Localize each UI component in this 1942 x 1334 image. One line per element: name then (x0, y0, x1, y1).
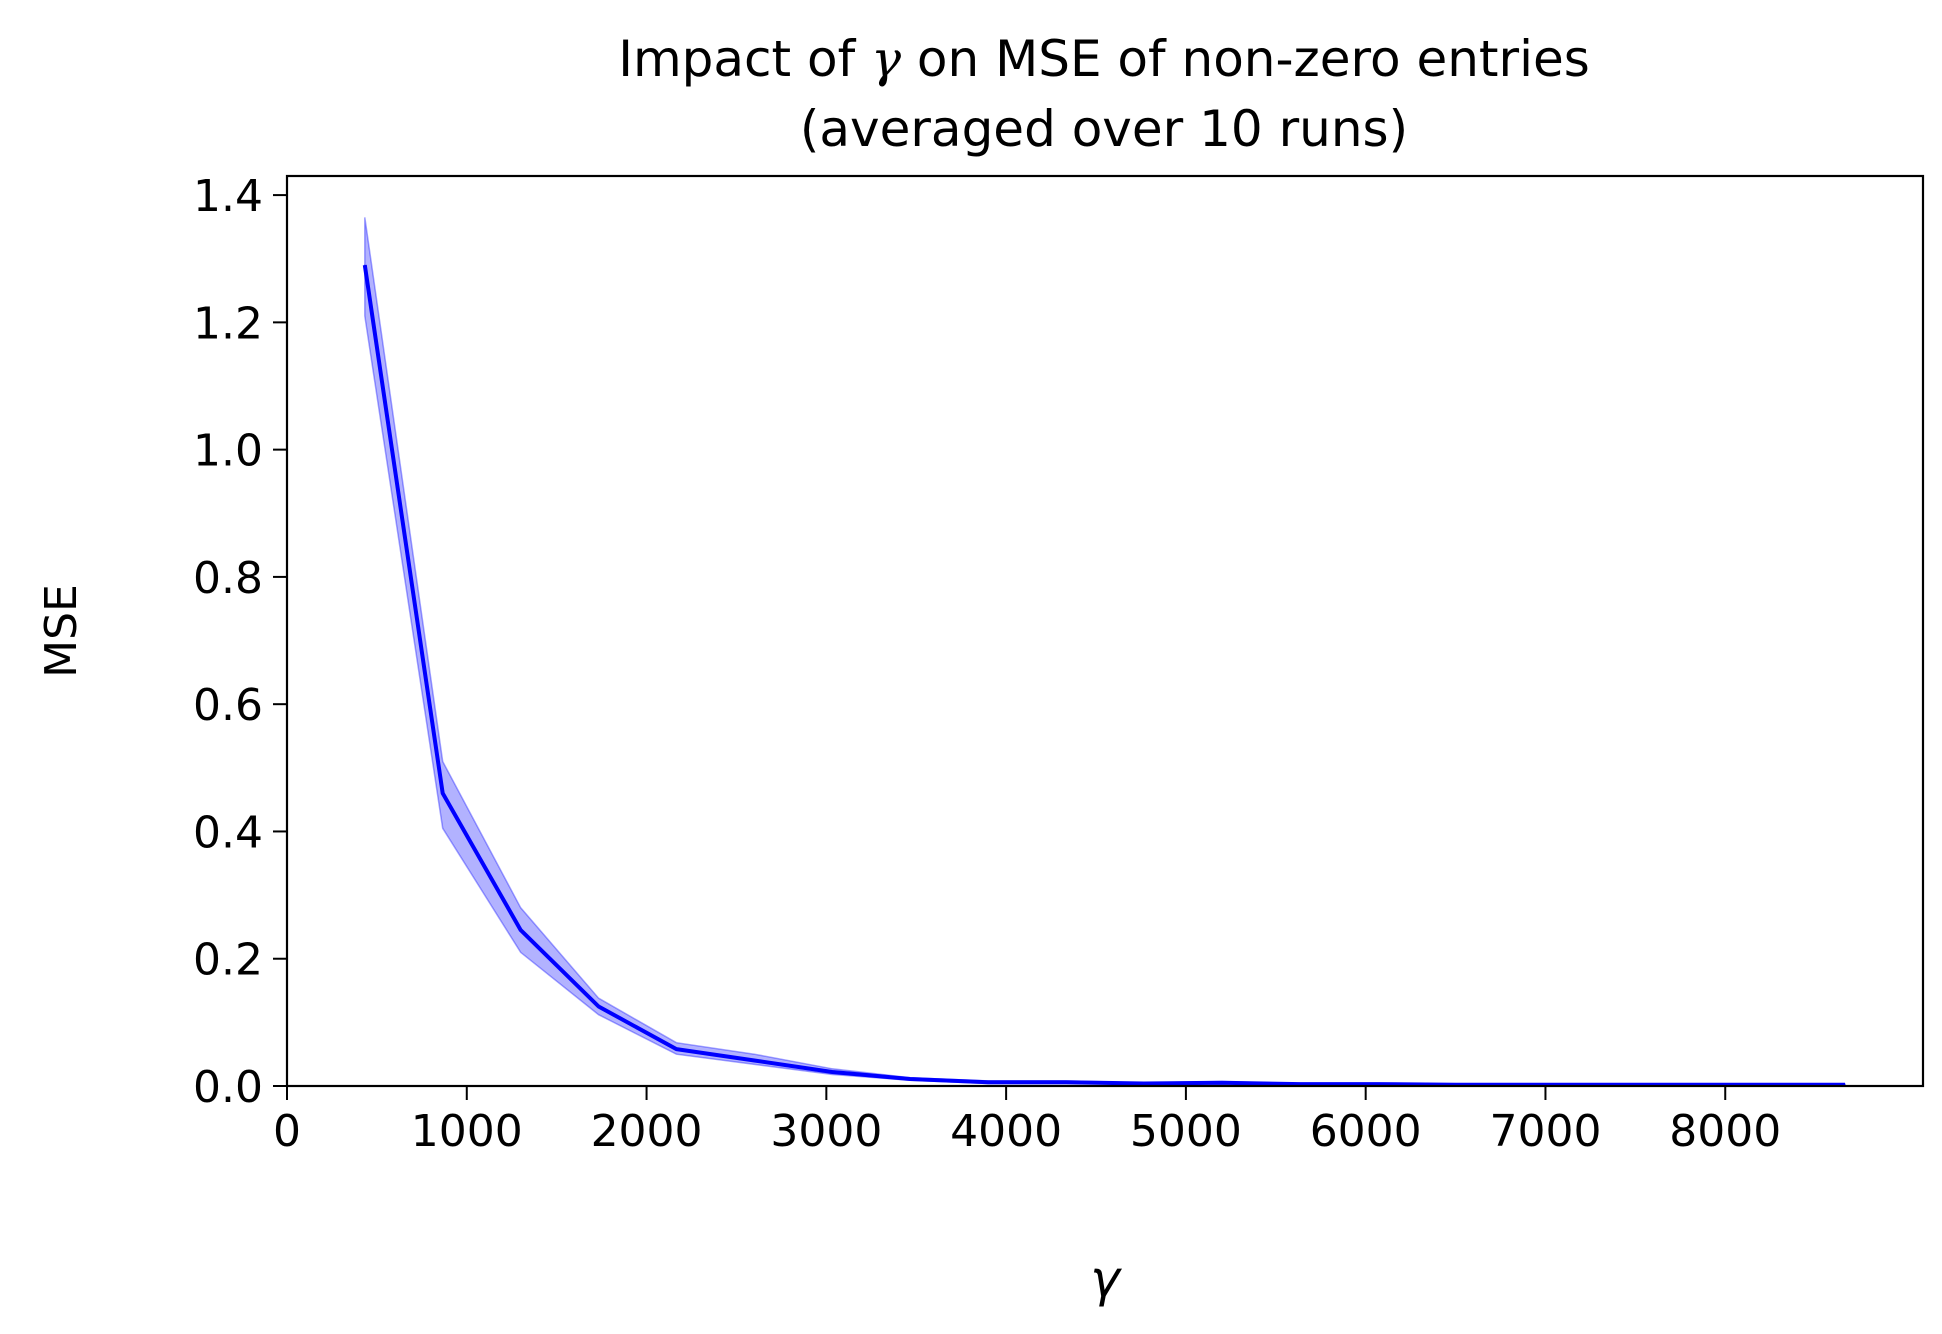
chart-title-line1: Impact of γ on MSE of non-zero entries (618, 30, 1590, 88)
x-tick-label: 8000 (1669, 1106, 1781, 1157)
x-tick-label: 0 (273, 1106, 301, 1157)
y-axis-ticks: 0.0 0.2 0.4 0.6 0.8 1.0 1.2 1.4 (193, 171, 287, 1113)
y-tick-label: 0.6 (193, 680, 263, 731)
data-point (1221, 1082, 1223, 1084)
y-tick-label: 1.0 (193, 426, 263, 477)
x-tick-label: 2000 (591, 1106, 703, 1157)
x-tick-label: 7000 (1489, 1106, 1601, 1157)
data-point (598, 1006, 600, 1007)
x-tick-label: 5000 (1130, 1106, 1242, 1157)
data-point (909, 1078, 911, 1080)
series-line-layer (362, 264, 1846, 1087)
x-tick-label: 6000 (1310, 1106, 1422, 1157)
data-point (520, 929, 522, 931)
plot-area-frame (285, 174, 1925, 1088)
data-point (1065, 1081, 1067, 1083)
y-tick-label: 0.0 (193, 1062, 263, 1113)
y-axis-label: MSE (36, 584, 87, 678)
data-point (1143, 1083, 1145, 1084)
y-tick-label: 1.2 (193, 298, 263, 349)
y-tick-label: 0.4 (193, 807, 263, 858)
y-tick-label: 0.2 (193, 935, 263, 986)
x-tick-label: 1000 (411, 1106, 523, 1157)
y-tick-label: 0.8 (193, 553, 263, 604)
data-point (364, 264, 366, 266)
data-point (1299, 1083, 1301, 1085)
data-point (442, 792, 444, 794)
chart-title-line2: (averaged over 10 runs) (800, 100, 1408, 158)
confidence-band (364, 217, 1846, 1087)
x-axis-label: γ (1090, 1250, 1122, 1308)
data-point (753, 1060, 755, 1061)
x-tick-label: 3000 (770, 1106, 882, 1157)
x-axis-ticks: 0 1000 2000 3000 4000 5000 6000 7000 8000 (273, 1086, 1781, 1157)
y-tick-label: 1.4 (193, 171, 263, 222)
data-point (675, 1048, 677, 1050)
chart-title: Impact of γ on MSE of non-zero entries (… (618, 30, 1590, 158)
x-tick-label: 4000 (950, 1106, 1062, 1157)
confidence-band-layer (364, 217, 1846, 1087)
series-line (362, 264, 1845, 1087)
data-point (831, 1071, 833, 1073)
data-point (1377, 1083, 1378, 1085)
data-point (987, 1081, 989, 1083)
